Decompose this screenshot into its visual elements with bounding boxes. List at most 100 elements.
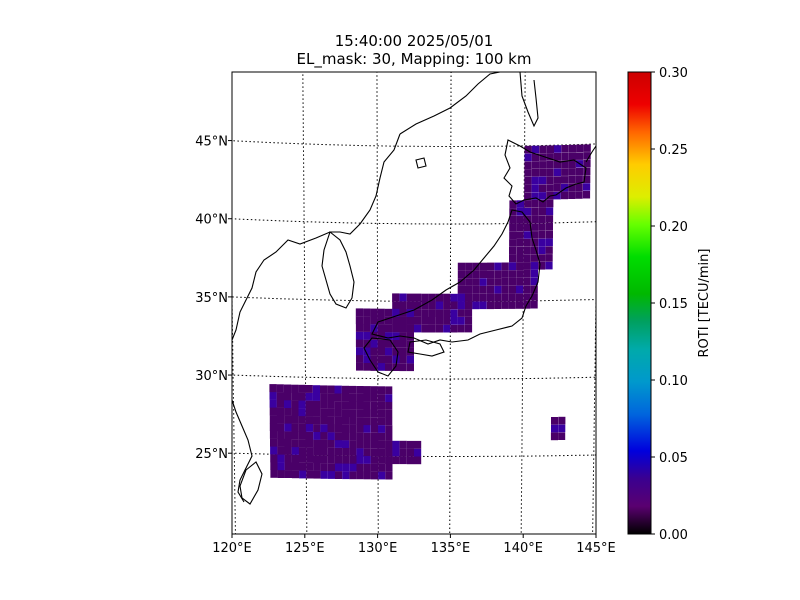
roti-cell [399, 440, 407, 449]
roti-cell [377, 363, 386, 371]
roti-cell [342, 471, 350, 480]
roti-cell [428, 317, 436, 325]
roti-cell [516, 215, 524, 224]
colorbar: 0.00 0.05 0.10 0.15 0.20 0.25 0.30 ROTI [TECU/… [627, 66, 712, 543]
roti-cell [378, 456, 386, 464]
roti-cell [523, 246, 531, 255]
roti-cell [414, 316, 422, 325]
colorbar-tick-label: 0.30 [659, 66, 688, 81]
roti-cell [545, 254, 553, 262]
roti-cell [428, 293, 436, 302]
roti-cell [443, 309, 451, 317]
y-tick-label: 25°N [195, 447, 228, 462]
roti-cell [363, 339, 371, 348]
roti-cell [356, 424, 364, 433]
roti-cell [327, 385, 335, 394]
roti-cell [553, 184, 561, 192]
roti-cell [377, 324, 385, 333]
roti-cell [327, 463, 335, 472]
roti-cell [501, 278, 509, 286]
roti-cell [406, 340, 414, 348]
roti-cell [516, 293, 524, 301]
colorbar-tick-label: 0.20 [659, 220, 688, 235]
roti-cell [377, 339, 385, 348]
roti-cell [356, 463, 364, 472]
roti-cell [576, 152, 584, 160]
roti-cell [269, 423, 278, 431]
roti-cell [276, 399, 285, 408]
roti-cell [487, 262, 495, 271]
roti-cell [284, 431, 292, 440]
roti-cell [435, 309, 444, 317]
roti-cell [392, 339, 400, 348]
roti-cell [370, 339, 378, 348]
roti-cell [291, 400, 299, 409]
roti-cell [355, 308, 364, 317]
coastline-kyushu [363, 337, 399, 377]
roti-cell [385, 409, 393, 418]
parallel-line [232, 140, 596, 147]
roti-cell [370, 471, 379, 480]
roti-cell [538, 184, 547, 192]
roti-cell [457, 324, 465, 333]
roti-cell [516, 223, 524, 232]
roti-cell [313, 463, 321, 471]
chart-title-line2: EL_mask: 30, Mapping: 100 km [296, 50, 532, 68]
roti-cell [363, 316, 371, 325]
roti-cell [399, 301, 407, 309]
roti-cell [305, 408, 313, 417]
roti-cell [269, 399, 277, 408]
colorbar-tick-label: 0.05 [659, 451, 688, 466]
roti-cell [523, 231, 531, 239]
roti-cell [509, 215, 517, 224]
roti-cell [486, 278, 495, 286]
roti-cell [291, 454, 300, 463]
roti-cell [355, 316, 364, 325]
roti-cell [539, 153, 547, 161]
roti-cell [298, 447, 307, 455]
roti-cell [583, 152, 591, 160]
roti-cell [320, 455, 328, 464]
x-tick-label: 125°E [285, 541, 325, 556]
roti-cell [377, 355, 386, 364]
roti-cell [450, 309, 458, 317]
roti-cell [291, 408, 299, 416]
roti-cell [277, 446, 285, 455]
roti-cell [399, 456, 407, 465]
roti-cell [355, 331, 364, 340]
roti-cell [583, 159, 591, 168]
roti-cell [479, 262, 487, 271]
roti-cell [530, 293, 538, 301]
roti-cell [385, 332, 393, 340]
roti-cell [384, 324, 393, 333]
roti-cell [538, 207, 546, 216]
roti-cell [385, 363, 393, 371]
roti-cell [399, 309, 407, 317]
roti-cell [298, 423, 306, 432]
coastline-shikoku [407, 339, 445, 357]
roti-cell [568, 191, 576, 199]
roti-cell [335, 463, 343, 472]
roti-cell [546, 207, 554, 216]
roti-cell [349, 440, 357, 449]
roti-cell [392, 456, 400, 465]
roti-cell [377, 409, 386, 418]
roti-cell [277, 431, 285, 439]
roti-cell [554, 145, 562, 153]
y-tick-label: 35°N [195, 291, 228, 306]
roti-cell [306, 455, 314, 463]
roti-cell [291, 384, 299, 393]
coastline-kurils [585, 145, 596, 163]
roti-cell [531, 246, 539, 255]
colorbar-gradient [627, 71, 652, 535]
roti-cell [305, 385, 313, 393]
roti-cell [583, 167, 591, 176]
roti-cell [472, 286, 480, 294]
roti-cell [551, 417, 559, 425]
roti-cell [298, 392, 306, 401]
roti-cell [363, 409, 371, 418]
roti-cell [553, 160, 562, 169]
roti-cell [524, 145, 532, 154]
roti-cell [298, 384, 306, 393]
roti-cell [363, 393, 371, 402]
